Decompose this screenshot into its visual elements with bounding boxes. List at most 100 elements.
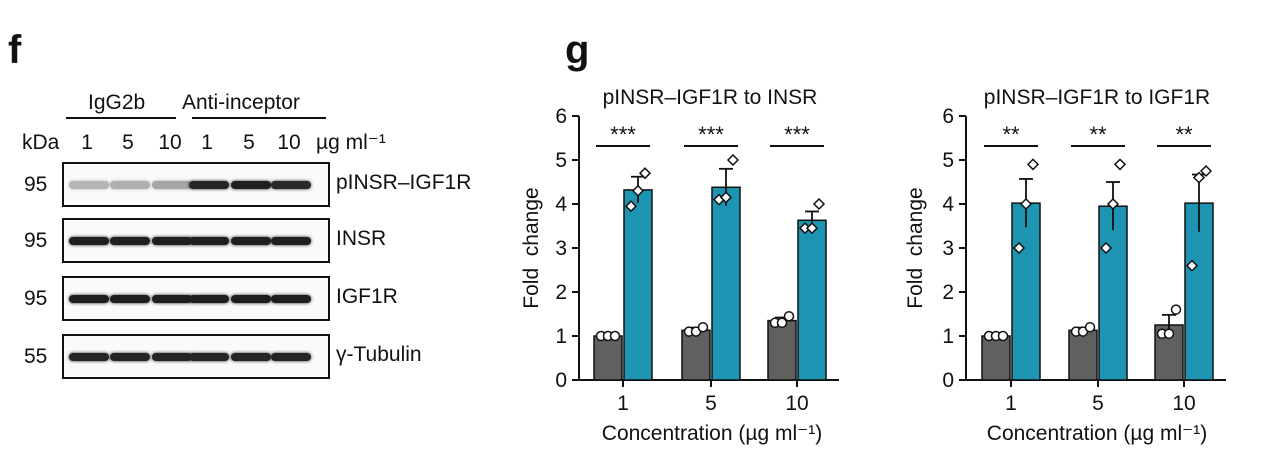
data-point <box>1099 241 1113 255</box>
data-point <box>1084 321 1096 333</box>
x-tick-label: 5 <box>1092 392 1104 415</box>
blot-band <box>110 353 150 361</box>
data-point <box>683 326 695 337</box>
data-point <box>1019 197 1033 211</box>
blot-band <box>231 295 271 303</box>
lane-label: 5 <box>122 131 134 154</box>
blot-band <box>231 237 271 245</box>
data-point <box>769 317 781 329</box>
blot-band <box>110 237 150 245</box>
mw-marker: 95 <box>24 287 48 310</box>
data-point <box>1170 304 1182 315</box>
data-point <box>1156 328 1168 340</box>
x-tick-label: 1 <box>1005 392 1017 415</box>
data-point <box>1070 326 1082 337</box>
blot-1 <box>62 162 330 207</box>
bar <box>981 335 1011 381</box>
blot-band <box>189 237 229 245</box>
blot-4 <box>62 334 330 379</box>
data-point <box>1077 326 1089 337</box>
data-point <box>638 167 652 180</box>
significance-label: ** <box>1089 122 1107 147</box>
blot-protein-label: INSR <box>336 227 387 250</box>
x-axis-label: Concentration (µg ml⁻¹) <box>602 422 822 445</box>
blot-band <box>69 295 109 303</box>
blot-band <box>271 353 311 361</box>
data-point <box>812 197 826 211</box>
y-tick-label: 1 <box>942 325 954 348</box>
blot-protein-label: IGF1R <box>336 285 398 308</box>
data-point <box>697 321 709 333</box>
data-point <box>983 330 995 342</box>
x-tick-label: 10 <box>1172 392 1195 415</box>
blot-band <box>189 353 229 361</box>
group-label-anti-inceptor: Anti-inceptor <box>182 91 300 114</box>
bar <box>1011 202 1041 381</box>
blot-2 <box>62 218 330 263</box>
bar <box>797 219 827 381</box>
y-tick-label: 2 <box>555 281 567 304</box>
blot-band <box>152 181 192 189</box>
blot-band <box>189 181 229 189</box>
blot-band <box>189 295 229 303</box>
x-tick-label: 10 <box>785 392 808 415</box>
bar <box>623 189 653 381</box>
data-point <box>776 317 788 329</box>
blot-band <box>152 237 192 245</box>
panel-letter-f: f <box>8 28 22 72</box>
bar <box>681 329 711 381</box>
blot-band <box>271 295 311 303</box>
unit-label: µg ml⁻¹ <box>316 131 386 154</box>
y-tick-label: 5 <box>555 149 567 172</box>
data-point <box>1199 164 1213 178</box>
bar <box>593 335 623 381</box>
y-tick-label: 5 <box>942 149 954 172</box>
blot-3 <box>62 276 330 321</box>
bar <box>1098 205 1128 381</box>
significance-label: ** <box>1175 122 1193 147</box>
significance-label: ** <box>1002 122 1020 147</box>
blot-band <box>231 181 271 189</box>
chart-title: pINSR–IGF1R to IGF1R <box>984 86 1210 109</box>
blot-band <box>271 181 311 189</box>
mw-marker: 55 <box>24 345 48 368</box>
blot-band <box>231 353 271 361</box>
data-point <box>609 330 621 342</box>
panel-letter-g: g <box>565 28 590 72</box>
y-axis-label: Fold change <box>520 187 543 308</box>
blot-band <box>69 181 109 189</box>
y-tick-label: 4 <box>942 193 954 216</box>
blot-band <box>110 295 150 303</box>
group-underline-igg2b <box>66 117 176 119</box>
lane-label: 5 <box>243 131 255 154</box>
data-point <box>602 330 614 342</box>
data-point <box>783 310 795 322</box>
blot-band <box>110 181 150 189</box>
bar <box>1184 202 1214 381</box>
data-point <box>690 326 702 337</box>
bar <box>1154 324 1184 381</box>
chart-title: pINSR–IGF1R to INSR <box>603 86 818 109</box>
blot-band <box>69 353 109 361</box>
data-point <box>997 330 1009 342</box>
data-point <box>1026 158 1040 171</box>
lane-label: 1 <box>201 131 213 154</box>
mw-marker: 95 <box>24 229 48 252</box>
data-point <box>1192 171 1206 184</box>
bar <box>711 186 741 381</box>
x-axis-label: Concentration (µg ml⁻¹) <box>987 422 1207 445</box>
y-tick-label: 0 <box>555 369 567 392</box>
kda-label: kDa <box>22 131 60 154</box>
data-point <box>805 222 819 235</box>
lane-label: 1 <box>81 131 93 154</box>
data-point <box>712 193 726 206</box>
y-tick-label: 3 <box>555 237 567 260</box>
bar <box>767 319 797 381</box>
significance-label: *** <box>784 122 810 147</box>
y-tick-label: 1 <box>555 325 567 348</box>
data-point <box>1012 241 1026 255</box>
data-point <box>1185 259 1199 272</box>
data-point <box>1163 328 1175 340</box>
bar <box>1068 329 1098 381</box>
blot-band <box>152 295 192 303</box>
